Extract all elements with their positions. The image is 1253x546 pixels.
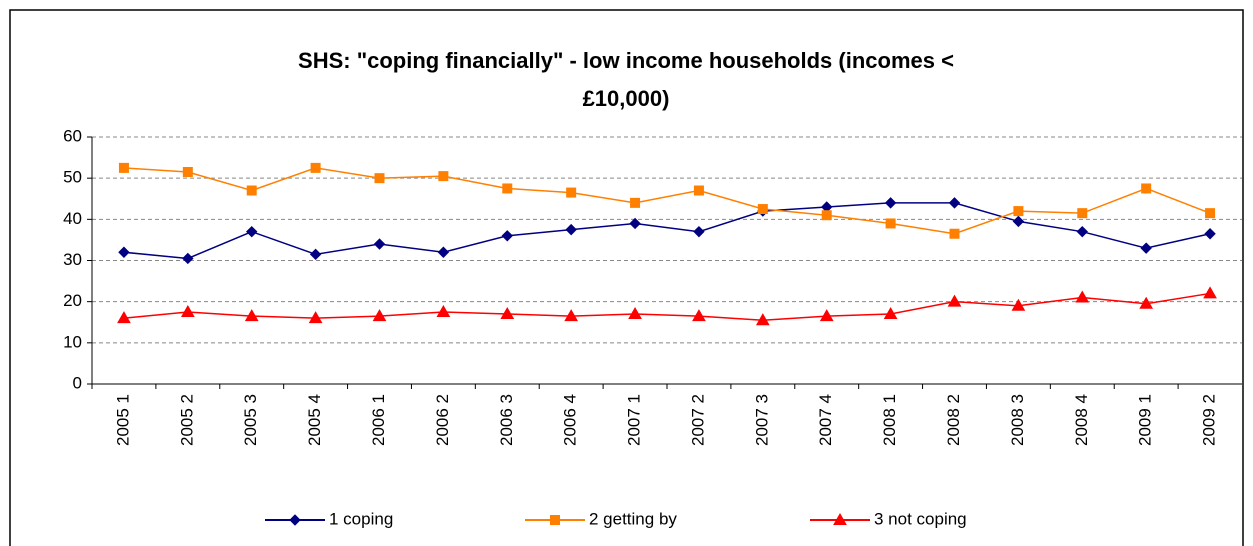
x-tick-label: 2005 3 (241, 394, 260, 446)
x-tick-label: 2009 1 (1136, 394, 1155, 446)
marker (118, 246, 130, 258)
series-line (123, 167, 1211, 235)
marker (500, 307, 515, 320)
y-tick-label: 50 (63, 168, 82, 187)
legend-label: 1 coping (329, 509, 393, 528)
marker (564, 309, 579, 322)
y-tick-label: 40 (63, 209, 82, 228)
marker (833, 512, 847, 525)
x-tick-label: 2006 3 (497, 394, 516, 446)
marker (1077, 208, 1088, 219)
marker (117, 311, 131, 324)
marker (289, 514, 301, 526)
marker (437, 246, 450, 258)
x-tick-label: 2006 1 (369, 394, 388, 446)
marker (372, 309, 387, 322)
legend-label: 3 not coping (874, 509, 967, 528)
marker (180, 304, 195, 317)
marker (755, 313, 770, 326)
marker (1075, 290, 1090, 303)
x-tick-label: 2008 4 (1072, 394, 1091, 446)
x-tick-label: 2005 4 (305, 394, 324, 446)
marker (182, 166, 193, 177)
chart-title: SHS: "coping financially" - low income h… (298, 48, 954, 73)
marker (501, 230, 513, 242)
chart-border (9, 9, 1244, 546)
series-line (123, 292, 1211, 321)
legend-label: 2 getting by (589, 509, 677, 528)
x-tick-label: 2007 4 (816, 394, 835, 446)
marker (1141, 183, 1152, 194)
marker (1013, 206, 1024, 217)
marker (629, 217, 641, 230)
x-tick-label: 2007 1 (625, 394, 644, 446)
marker (819, 309, 834, 322)
x-tick-label: 2005 1 (113, 394, 132, 446)
marker (1204, 228, 1216, 240)
x-tick-label: 2008 3 (1008, 394, 1027, 446)
marker (1076, 225, 1088, 238)
x-tick-label: 2007 2 (688, 394, 707, 446)
marker (1011, 298, 1026, 311)
x-tick-label: 2008 1 (880, 394, 899, 446)
marker (630, 197, 641, 208)
x-tick-label: 2009 2 (1200, 394, 1219, 446)
marker (883, 307, 898, 320)
marker (949, 228, 960, 239)
marker (118, 162, 129, 173)
marker (947, 294, 962, 307)
marker (502, 183, 513, 194)
y-tick-label: 60 (63, 126, 82, 145)
marker (884, 197, 897, 209)
marker (628, 307, 642, 320)
marker (244, 309, 259, 322)
marker (1140, 242, 1152, 254)
marker (182, 252, 194, 265)
marker (374, 173, 385, 184)
x-tick-label: 2008 2 (944, 394, 963, 446)
marker (1139, 296, 1154, 309)
y-tick-label: 20 (63, 291, 82, 310)
marker (308, 311, 323, 324)
marker (438, 171, 449, 182)
marker (821, 210, 832, 221)
x-tick-label: 2005 2 (177, 394, 196, 446)
x-tick-label: 2006 2 (433, 394, 452, 446)
marker (373, 238, 386, 250)
marker (566, 187, 577, 198)
marker (757, 204, 768, 215)
marker (550, 515, 560, 525)
marker (692, 309, 706, 322)
marker (693, 185, 704, 196)
y-tick-label: 0 (73, 373, 82, 392)
series-line (123, 202, 1211, 260)
marker (436, 304, 451, 317)
marker (246, 185, 257, 196)
x-tick-label: 2007 3 (752, 394, 771, 446)
marker (246, 225, 258, 238)
marker (1205, 208, 1216, 219)
y-tick-label: 30 (63, 250, 82, 269)
marker (565, 223, 577, 236)
y-tick-label: 10 (63, 332, 82, 351)
chart-title: £10,000) (583, 86, 670, 111)
marker (309, 248, 322, 261)
marker (693, 225, 705, 238)
x-tick-label: 2006 4 (561, 394, 580, 446)
marker (1012, 215, 1025, 228)
marker (948, 197, 961, 209)
marker (885, 218, 896, 229)
marker (1203, 286, 1217, 299)
marker (310, 162, 321, 173)
